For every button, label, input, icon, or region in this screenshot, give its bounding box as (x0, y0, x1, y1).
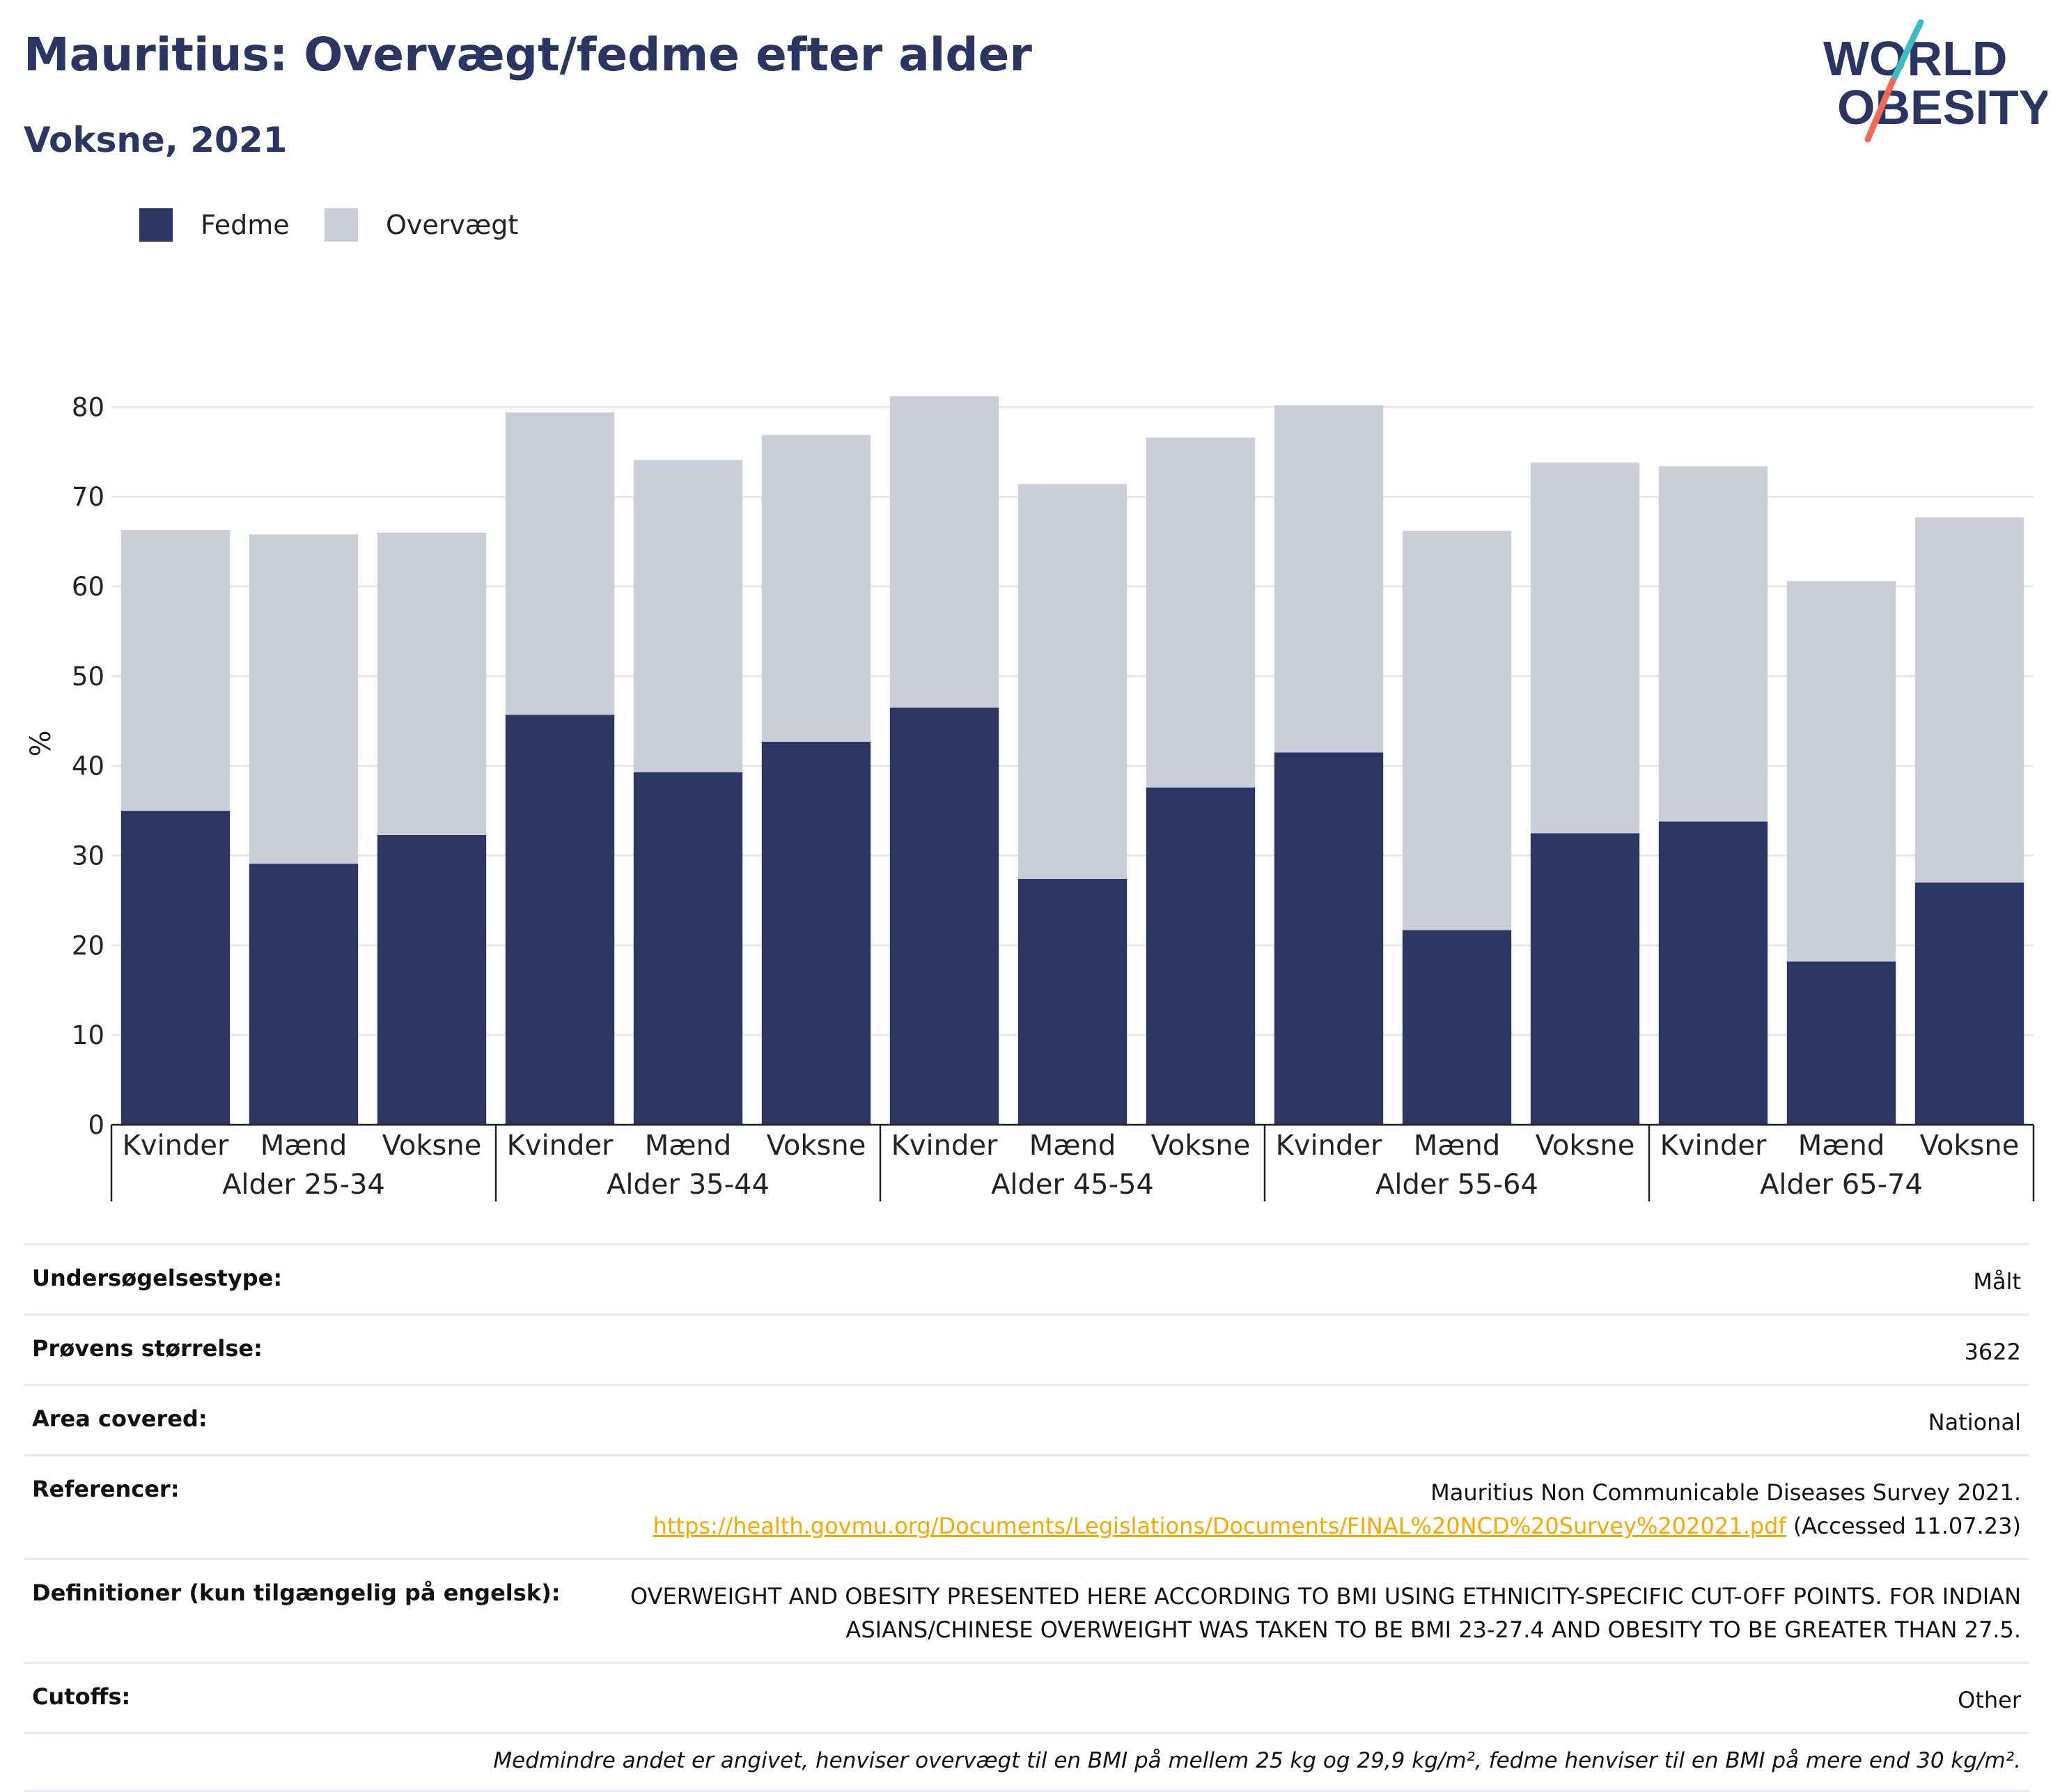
bar-overvaegt (1530, 462, 1640, 834)
legend-label-overvaegt: Overvægt (386, 210, 519, 240)
bar-overvaegt (505, 412, 615, 715)
bar-fedme (120, 811, 231, 1125)
survey-type-label: Undersøgelsestype: (32, 1265, 283, 1291)
definitions-label: Definitioner (kun tilgængelig på engelsk… (32, 1580, 561, 1606)
chart-subtitle: Voksne, 2021 (24, 120, 288, 160)
info-row-area-covered: Area covered: National (24, 1384, 2029, 1454)
definitions-line-1: OVERWEIGHT AND OBESITY PRESENTED HERE AC… (630, 1583, 2021, 1610)
bar-fedme (1402, 930, 1512, 1125)
sample-size-value: 3622 (1964, 1339, 2021, 1365)
legend-item-fedme[interactable]: Fedme (139, 208, 290, 242)
bar-fedme (633, 772, 743, 1125)
y-tick-label: 40 (72, 751, 104, 781)
bar-fedme (249, 864, 359, 1125)
logo-slash-coral (1864, 77, 1896, 143)
category-label: Mænd (260, 1130, 348, 1162)
bar-fedme (1274, 752, 1384, 1125)
info-row-sample-size: Prøvens størrelse: 3622 (24, 1314, 2029, 1384)
bar-fedme (761, 741, 871, 1125)
y-tick-label: 80 (72, 392, 104, 422)
category-label: Voksne (1536, 1130, 1635, 1162)
bar-overvaegt (1786, 581, 1896, 962)
bar-fedme (889, 707, 999, 1125)
category-label: Kvinder (123, 1130, 229, 1162)
category-label: Kvinder (891, 1130, 998, 1162)
definitions-line-2: ASIANS/CHINESE OVERWEIGHT WAS TAKEN TO B… (845, 1616, 2021, 1643)
bar-fedme (1658, 821, 1768, 1125)
bar-chart: 0 10 20 30 40 50 60 70 80% Kvinder Mænd Voksne Kvind… (25, 392, 2035, 1201)
info-row-survey-type: Undersøgelsestype: Målt (24, 1243, 2029, 1314)
world-obesity-logo: WORLD OBESITY (1823, 20, 2047, 143)
group-label: Alder 65-74 (1760, 1169, 1923, 1201)
category-label: Kvinder (1660, 1130, 1767, 1162)
bar-fedme (1017, 879, 1127, 1125)
bar-fedme (1530, 833, 1640, 1125)
sample-size-label: Prøvens størrelse: (32, 1335, 263, 1362)
bar-overvaegt (1658, 466, 1768, 822)
category-label: Mænd (1798, 1130, 1885, 1162)
legend-label-fedme: Fedme (201, 210, 290, 240)
group-label: Alder 35-44 (607, 1169, 770, 1201)
group-label: Alder 25-34 (222, 1169, 385, 1201)
bar-overvaegt (377, 532, 487, 835)
area-covered-value: National (1928, 1409, 2021, 1435)
cutoffs-label: Cutoffs: (32, 1683, 131, 1710)
bar-overvaegt (120, 529, 231, 811)
y-tick-label: 60 (72, 572, 104, 602)
reference-title: Mauritius Non Communicable Diseases Surv… (1430, 1479, 2021, 1506)
info-row-definitions: Definitioner (kun tilgængelig på engelsk… (24, 1558, 2029, 1662)
bar-fedme (1914, 882, 2024, 1125)
bar-overvaegt (1914, 517, 2024, 883)
survey-info-table: Undersøgelsestype: Målt Prøvens størrels… (24, 1243, 2029, 1792)
bar-fedme (1786, 961, 1896, 1125)
category-label: Mænd (1414, 1130, 1501, 1162)
y-tick-label: 0 (88, 1110, 104, 1140)
bar-overvaegt (889, 396, 999, 708)
category-label: Voksne (767, 1130, 866, 1162)
y-tick-label: 20 (72, 930, 104, 960)
bar-overvaegt (1146, 437, 1256, 788)
category-label: Mænd (645, 1130, 732, 1162)
bar-overvaegt (249, 534, 359, 864)
references-value: Mauritius Non Communicable Diseases Surv… (653, 1476, 2021, 1543)
bar-fedme (1146, 787, 1256, 1125)
category-label: Mænd (1029, 1130, 1116, 1162)
y-tick-label: 30 (72, 841, 104, 871)
bar-overvaegt (761, 435, 871, 742)
bar-fedme (377, 834, 487, 1125)
survey-type-value: Målt (1973, 1268, 2021, 1295)
logo-text-obesity: OBESITY (1837, 80, 2047, 134)
legend-swatch-fedme (139, 208, 173, 242)
legend-item-overvaegt[interactable]: Overvægt (325, 208, 518, 242)
category-label: Kvinder (1276, 1130, 1382, 1162)
category-label: Voksne (1151, 1130, 1251, 1162)
bmi-footnote: Medmindre andet er angivet, henviser ove… (24, 1732, 2029, 1792)
info-row-cutoffs: Cutoffs: Other (24, 1662, 2029, 1732)
reference-link[interactable]: https://health.govmu.org/Documents/Legis… (653, 1513, 1786, 1539)
group-label: Alder 45-54 (991, 1169, 1154, 1201)
cutoffs-value: Other (1958, 1687, 2021, 1713)
bar-fedme (505, 715, 615, 1125)
bar-overvaegt (1274, 405, 1384, 753)
logo-slash-teal (1889, 20, 1924, 84)
references-label: Referencer: (32, 1476, 180, 1502)
info-row-references: Referencer: Mauritius Non Communicable D… (24, 1454, 2029, 1558)
y-tick-label: 10 (72, 1020, 104, 1050)
bar-overvaegt (1017, 484, 1127, 880)
y-tick-label: 50 (72, 662, 104, 692)
chart-title: Mauritius: Overvægt/fedme efter alder (24, 28, 1032, 81)
category-label: Kvinder (507, 1130, 614, 1162)
group-label: Alder 55-64 (1375, 1169, 1538, 1201)
bar-overvaegt (1402, 531, 1512, 930)
category-label: Voksne (1920, 1130, 2020, 1162)
reference-accessed: (Accessed 11.07.23) (1786, 1513, 2021, 1539)
area-covered-label: Area covered: (32, 1405, 208, 1432)
y-tick-label: 70 (72, 482, 104, 512)
legend-swatch-overvaegt (325, 208, 358, 242)
category-label: Voksne (382, 1130, 482, 1162)
definitions-value: OVERWEIGHT AND OBESITY PRESENTED HERE AC… (630, 1580, 2021, 1646)
bar-overvaegt (633, 460, 743, 772)
y-axis-label: % (25, 730, 57, 756)
